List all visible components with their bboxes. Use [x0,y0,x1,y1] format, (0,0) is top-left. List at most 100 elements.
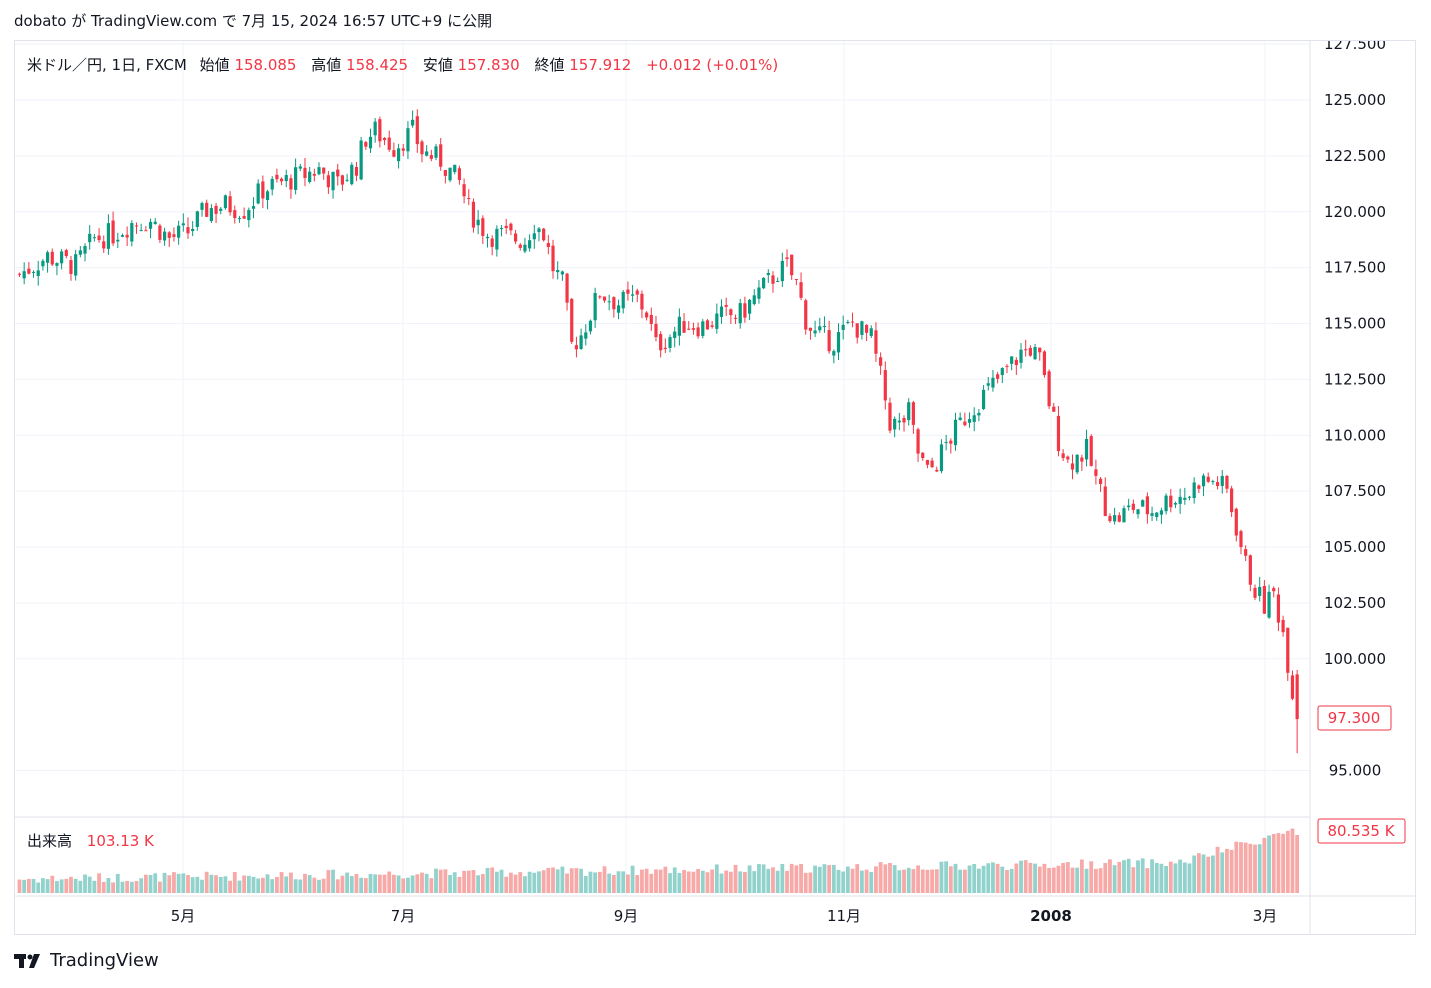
candle-body [542,228,546,241]
candle-body [139,230,143,232]
candle-body [916,429,920,454]
volume-bar [1192,855,1197,893]
candle-body [191,228,195,232]
volume-bar [420,872,424,893]
volume-bar [1112,865,1117,893]
volume-bar [757,864,761,893]
candle-body [1005,365,1009,367]
legend-change: +0.012 (+0.01%) [646,56,778,74]
volume-bar [611,874,616,893]
volume-bar [1094,868,1098,893]
volume-bar [373,874,378,893]
candle-body [265,191,270,200]
candle-body [354,166,359,176]
legend-symbol: 米ドル／円, 1日, FXCM [27,56,187,74]
price-axis[interactable]: 127.500 125.000 122.500 120.000 117.500 115.0… [1324,41,1386,780]
candle-body [78,250,82,255]
candle-body [130,223,134,242]
volume-bar [532,872,537,893]
volume-bar [429,878,434,893]
candle-body [1201,475,1206,487]
volume-bar [799,863,803,893]
candle-body [635,290,639,295]
candle-body [621,291,625,309]
volume-bar [494,871,499,893]
candle-body [45,252,50,263]
volume-bar [1126,858,1131,893]
candle-body [663,347,667,350]
candle-body [1066,456,1070,460]
price-tick-label: 122.500 [1324,147,1386,165]
volume-bar [293,879,298,893]
volume-bar [1178,859,1183,893]
volume-bar [438,869,443,893]
volume-bar [658,869,663,893]
candle-body [757,287,761,299]
candle-body [1080,457,1084,462]
volume-bar [808,872,813,893]
last-price-text: 97.300 [1328,709,1381,727]
candle-body [1267,591,1271,618]
candle-body [1047,371,1051,407]
volume-bar [1108,859,1112,893]
volume-bar [836,869,841,893]
candle-body [556,270,560,273]
volume-bar [228,880,232,893]
candle-body [1141,500,1145,507]
volume-bar [251,876,256,893]
candle-body [55,263,59,266]
candle-body [602,296,607,301]
volume-bar [874,866,878,893]
candle-body [612,297,616,310]
candle-body [921,452,925,459]
volume-bar [45,879,50,893]
volume-bar [200,879,204,893]
last-price-badge: 97.300 [1317,705,1392,731]
candle-body [1215,482,1220,487]
candle-body [1244,549,1248,556]
candle-body [869,328,873,336]
candle-body [322,167,326,174]
candle-body [120,235,125,237]
candle-body [1010,356,1014,364]
volume-bar [1028,862,1033,893]
candle-body [546,243,550,248]
candle-body [308,171,312,182]
chart-background [15,41,1415,934]
candle-body [1098,478,1103,485]
volume-bar [396,875,401,893]
candle-body [846,322,850,324]
candle-body [696,327,700,337]
volume-bar [607,873,612,893]
candle-body [1178,496,1182,504]
volume-bar [1196,853,1201,893]
candle-body [1014,359,1018,366]
candle-body [481,218,485,236]
volume-bar [303,873,307,893]
volume-bar [649,873,654,893]
candle-body [219,208,223,211]
volume-bar [555,869,560,893]
volume-bar [733,864,738,893]
volume-bar [101,881,106,893]
candle-body [420,141,424,155]
volume-bar [242,875,247,893]
last-volume-badge: 80.535 K [1317,818,1406,844]
volume-bar [1014,863,1019,893]
volume-bar [672,867,677,893]
candle-body [822,325,827,327]
chart-frame[interactable]: 127.500 125.000 122.500 120.000 117.500 115.0… [14,40,1416,935]
volume-bar [1262,837,1267,893]
time-axis[interactable]: 5月 7月 9月 11月 2008 3月 [171,907,1278,925]
volume-bar [1211,855,1215,893]
price-chart[interactable]: 127.500 125.000 122.500 120.000 117.500 115.0… [15,41,1415,934]
candle-body [1239,531,1243,548]
volume-bar [321,878,326,893]
candle-body [935,469,939,472]
volume-bar [354,873,359,893]
volume-bar [1276,833,1281,893]
tradingview-footer[interactable]: TradingView [14,950,159,971]
candle-body [860,321,864,335]
volume-bar [780,863,785,893]
candle-body [776,280,780,282]
